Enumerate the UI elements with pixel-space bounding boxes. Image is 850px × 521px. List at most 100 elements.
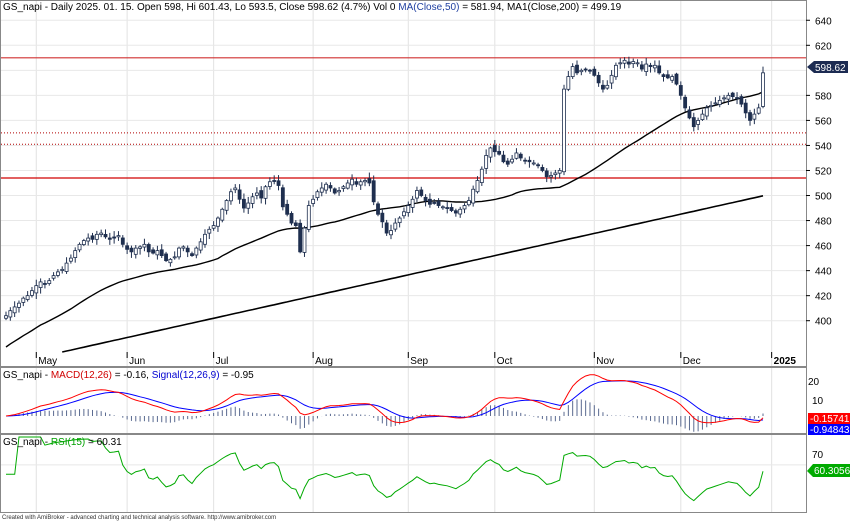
- candle-body: [605, 84, 610, 89]
- y-tick-label: 640: [815, 16, 832, 27]
- candle-body: [185, 247, 190, 253]
- candle-body: [103, 233, 108, 238]
- x-tick-label: Aug: [315, 356, 333, 367]
- candle-body: [306, 205, 311, 230]
- vertical-gridlines: [35, 1, 773, 512]
- candle-body: [142, 243, 147, 248]
- candle-body: [198, 241, 203, 251]
- candle-body: [523, 159, 527, 162]
- candle-body: [639, 64, 644, 70]
- macd-last-value: -0.15741: [810, 414, 850, 425]
- candle-body: [683, 96, 688, 109]
- x-tick-label: Oct: [497, 356, 513, 367]
- y-tick-label: 480: [815, 217, 832, 228]
- candle-body: [129, 247, 134, 253]
- candle-body: [172, 256, 177, 259]
- y-tick-label: 420: [815, 292, 832, 303]
- candle-body: [419, 189, 424, 196]
- candle-body: [4, 315, 8, 319]
- candle-body: [168, 258, 173, 264]
- candle-body: [462, 205, 467, 210]
- candle-body: [618, 62, 623, 65]
- candle-body: [194, 247, 199, 256]
- macd-tick-10: 10: [812, 396, 824, 407]
- candle-body: [518, 153, 523, 159]
- macd-line: [5, 374, 764, 424]
- candle-body: [293, 222, 298, 226]
- candle-body: [717, 99, 722, 105]
- candle-body: [242, 198, 246, 209]
- candle-body: [536, 164, 540, 167]
- candle-body: [544, 170, 549, 178]
- candle-body: [328, 185, 333, 189]
- candle-body: [696, 120, 701, 125]
- candle-body: [207, 228, 212, 234]
- candle-body: [12, 306, 17, 314]
- candle-body: [445, 207, 450, 209]
- candle-body: [687, 109, 692, 119]
- candle-body: [670, 76, 675, 81]
- candle-body: [635, 62, 640, 65]
- y-tick-label: 620: [815, 41, 832, 52]
- candle-body: [112, 236, 117, 239]
- candle-body: [267, 181, 272, 187]
- candle-body: [99, 232, 104, 235]
- candle-body: [81, 240, 86, 245]
- candle-body: [311, 198, 316, 204]
- candle-body: [384, 222, 389, 234]
- rsi-last-label: 60.3056: [807, 464, 850, 477]
- candle-body: [566, 76, 571, 90]
- candle-body: [726, 94, 731, 100]
- candle-body: [380, 212, 385, 223]
- candle-body: [341, 186, 346, 189]
- candle-body: [748, 112, 752, 121]
- candle-body: [648, 64, 653, 67]
- candle-body: [254, 192, 259, 196]
- price-y-axis: 400 420 440 460 480 500 520 540 560 580 620 640: [806, 16, 832, 328]
- candle-body: [38, 281, 43, 288]
- y-tick-label: 560: [815, 116, 832, 127]
- candle-body: [120, 237, 125, 245]
- candle-body: [246, 202, 251, 209]
- candle-body: [289, 213, 294, 224]
- candle-body: [367, 178, 372, 184]
- x-tick-label: Nov: [596, 356, 614, 367]
- candle-body: [155, 250, 160, 256]
- candle-body: [216, 217, 220, 227]
- candle-body: [562, 88, 566, 173]
- candle-body: [700, 113, 705, 120]
- candle-body: [345, 182, 350, 189]
- candle-body: [337, 190, 341, 193]
- candle-body: [237, 189, 242, 200]
- candle-body: [203, 233, 207, 245]
- x-tick-label: Dec: [683, 356, 701, 367]
- ma200-series: [62, 195, 764, 353]
- candle-body: [626, 61, 631, 65]
- horizontal-gridlines: [1, 19, 806, 322]
- y-tick-label: 400: [815, 317, 832, 328]
- candle-body: [133, 247, 138, 255]
- candle-body: [657, 65, 662, 74]
- candle-body: [596, 74, 601, 84]
- candle-body: [73, 250, 78, 258]
- candle-body: [276, 180, 281, 186]
- candle-body: [64, 262, 69, 272]
- candle-body: [432, 202, 437, 204]
- candle-body: [229, 191, 233, 202]
- candle-body: [332, 188, 337, 194]
- candle-body: [393, 222, 398, 230]
- candle-body: [47, 280, 52, 284]
- candle-body: [177, 247, 181, 258]
- candle-body: [471, 188, 476, 204]
- candle-body: [60, 268, 65, 271]
- candle-body: [151, 249, 155, 254]
- x-tick-label: Jun: [129, 356, 145, 367]
- candle-body: [211, 225, 216, 229]
- macd-series: [5, 374, 764, 432]
- candle-body: [652, 64, 657, 69]
- candle-body: [285, 203, 290, 215]
- candle-body: [259, 190, 264, 199]
- candle-body: [376, 203, 380, 215]
- candle-body: [665, 74, 670, 79]
